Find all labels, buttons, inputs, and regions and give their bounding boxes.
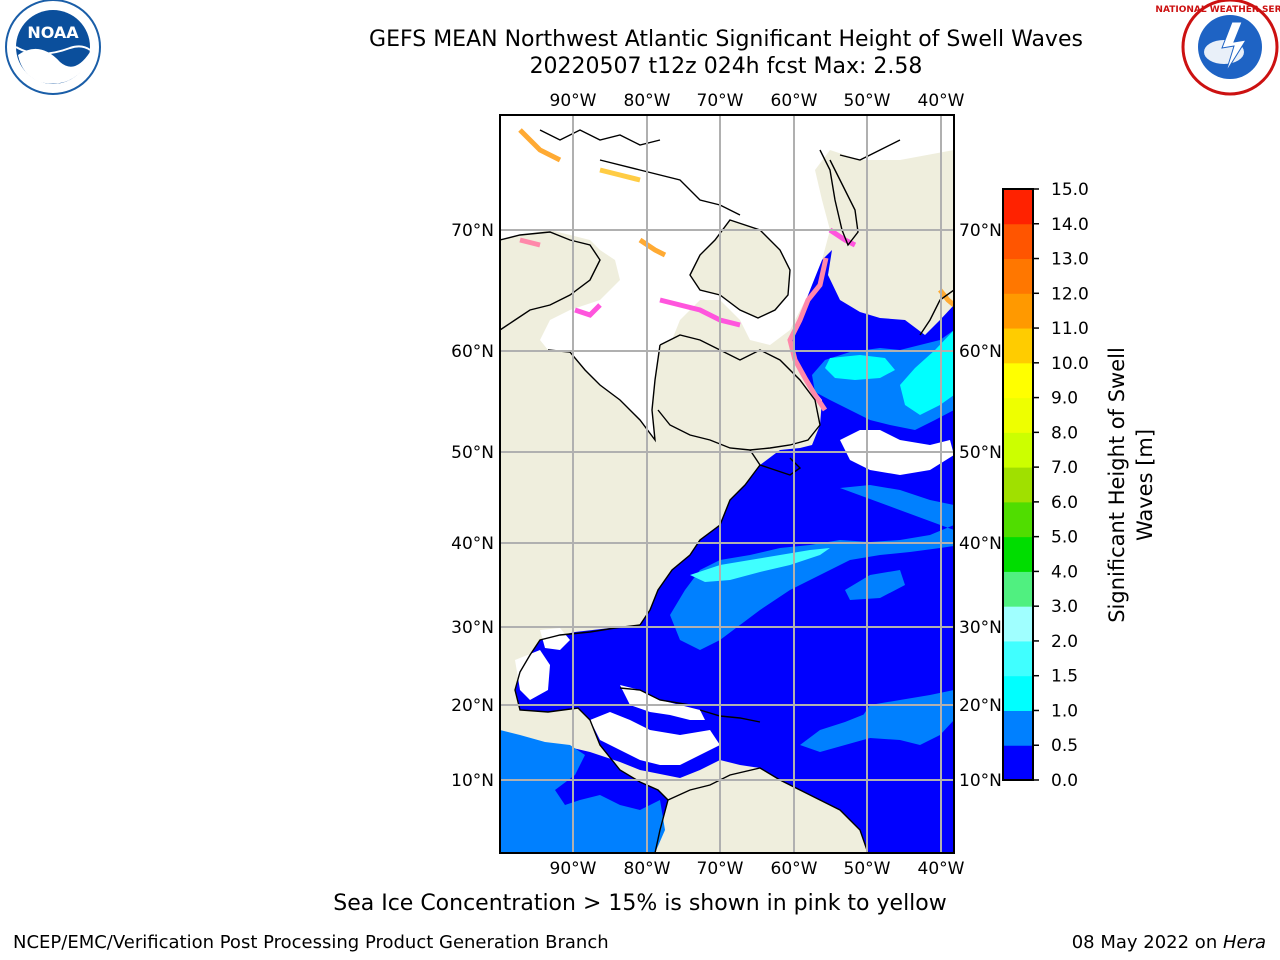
colorbar-segment <box>1003 223 1033 260</box>
ocean-swell-mid-central <box>670 485 954 650</box>
colorbar-tick-label: 5.0 <box>1051 528 1078 548</box>
lat-label: 50°N <box>959 443 1002 463</box>
gulf-swell-low <box>540 625 660 705</box>
ice-west-indies <box>620 685 705 720</box>
lon-label: 40°W <box>918 91 965 111</box>
colorbar-tick-label: 15.0 <box>1051 180 1089 200</box>
lon-label: 50°W <box>844 859 891 879</box>
colorbar-tick-label: 11.0 <box>1051 319 1089 339</box>
lat-label: 20°N <box>451 696 494 716</box>
lon-label: 70°W <box>697 859 744 879</box>
ice-central-america <box>590 712 720 765</box>
lat-label: 10°N <box>959 771 1002 791</box>
lat-label: 40°N <box>959 534 1002 554</box>
nws-logo: NATIONAL WEATHER SERVICE <box>1155 0 1280 96</box>
colorbar-tick-label: 1.0 <box>1051 701 1078 721</box>
colorbar-segment <box>1003 189 1033 225</box>
colorbar-segment <box>1003 328 1033 364</box>
colorbar-segment <box>1003 571 1033 607</box>
colorbar-segment <box>1003 745 1033 781</box>
lat-labels-right: 70°N 60°N 50°N 40°N 30°N 20°N 10°N <box>959 221 1002 791</box>
lat-label: 70°N <box>959 221 1002 241</box>
lat-label: 30°N <box>959 618 1002 638</box>
colorbar-tick-label: 4.0 <box>1051 562 1078 582</box>
land-canadian-arctic <box>500 232 600 330</box>
sea-ice-edge <box>518 128 954 412</box>
ice-yucatan <box>540 628 570 650</box>
colorbar-segment <box>1003 293 1033 329</box>
lon-labels-top: 90°W 80°W 70°W 60°W 50°W 40°W <box>550 91 965 111</box>
noaa-logo-text: NOAA <box>27 23 79 42</box>
colorbar-segment <box>1003 710 1033 746</box>
colorbar-tick-label: 3.0 <box>1051 597 1078 617</box>
land-greenland <box>820 170 842 260</box>
colorbar-label-line1: Significant Height of Swell <box>1105 347 1129 623</box>
ocean-swell-mid-east <box>845 570 905 600</box>
colorbar-segment <box>1003 258 1033 294</box>
lat-labels-left: 70°N 60°N 50°N 40°N 30°N 20°N 10°N <box>451 221 494 791</box>
colorbar-tick-label: 13.0 <box>1051 250 1089 270</box>
lon-label: 80°W <box>624 859 671 879</box>
lat-label: 40°N <box>451 534 494 554</box>
lat-label: 30°N <box>451 618 494 638</box>
lon-label: 60°W <box>771 91 818 111</box>
colorbar-tick-label: 2.0 <box>1051 632 1078 652</box>
colorbar-segment <box>1003 606 1033 642</box>
lon-label: 80°W <box>624 91 671 111</box>
colorbar-segment <box>1003 675 1033 711</box>
colorbar-tick-label: 10.0 <box>1051 354 1089 374</box>
lon-label: 90°W <box>550 859 597 879</box>
credit-text: NCEP/EMC/Verification Post Processing Pr… <box>13 932 609 953</box>
colorbar-tick-label: 8.0 <box>1051 423 1078 443</box>
colorbar-tick-label: 6.0 <box>1051 493 1078 513</box>
lat-label: 60°N <box>959 342 1002 362</box>
land-labrador <box>655 335 820 450</box>
colorbar-segment <box>1003 467 1033 503</box>
lat-label: 10°N <box>451 771 494 791</box>
colorbar-tick-label: 7.0 <box>1051 458 1078 478</box>
chart-title: GEFS MEAN Northwest Atlantic Significant… <box>369 27 1083 52</box>
map-frame <box>499 114 955 854</box>
colorbar-tick-label: 0.5 <box>1051 736 1078 756</box>
colorbar-label-line2: Waves [m] <box>1133 429 1157 541</box>
lat-label: 20°N <box>959 696 1002 716</box>
noaa-logo: NOAA <box>5 0 101 95</box>
colorbar-frame <box>1002 188 1034 781</box>
lon-label: 50°W <box>844 91 891 111</box>
lat-label: 70°N <box>451 221 494 241</box>
pacific-swell-mid <box>500 730 665 853</box>
colorbar-tick-label: 14.0 <box>1051 215 1089 235</box>
colorbar-segment <box>1003 362 1033 399</box>
colorbar-segment <box>1003 501 1033 538</box>
sea-ice-note: Sea Ice Concentration > 15% is shown in … <box>333 891 947 916</box>
colorbar-segment <box>1003 432 1033 468</box>
map-area <box>500 115 954 853</box>
lon-label: 70°W <box>697 91 744 111</box>
lat-label: 60°N <box>451 342 494 362</box>
nws-logo-text: NATIONAL WEATHER SERVICE <box>1155 5 1280 15</box>
colorbar-tick-label: 9.0 <box>1051 389 1078 409</box>
lon-labels-bottom: 90°W 80°W 70°W 60°W 50°W 40°W <box>550 859 965 879</box>
graticule <box>500 115 954 853</box>
lon-label: 90°W <box>550 91 597 111</box>
lon-label: 60°W <box>771 859 818 879</box>
colorbar-tick-label: 12.0 <box>1051 284 1089 304</box>
date-text: 08 May 2022 on <box>1071 932 1223 953</box>
chart-subtitle: 20220507 t12z 024h fcst Max: 2.58 <box>529 54 923 79</box>
colorbar: 0.0 0.5 1.0 1.5 2.0 3.0 4.0 5.0 6.0 7.0 8.0 9.0 10.0… <box>1002 180 1089 791</box>
colorbar-segment <box>1003 536 1033 572</box>
colorbar-tick-label: 0.0 <box>1051 771 1078 791</box>
ice-mexico <box>515 650 550 700</box>
colorbar-segment <box>1003 640 1033 677</box>
colorbar-segment <box>1003 397 1033 433</box>
colorbar-tick-label: 1.5 <box>1051 667 1078 687</box>
lon-label: 40°W <box>918 859 965 879</box>
date-line: 08 May 2022 on Hera <box>1072 932 1266 953</box>
host-name: Hera <box>1222 932 1266 953</box>
ocean-swell-high-band <box>825 355 895 380</box>
lat-label: 50°N <box>451 443 494 463</box>
